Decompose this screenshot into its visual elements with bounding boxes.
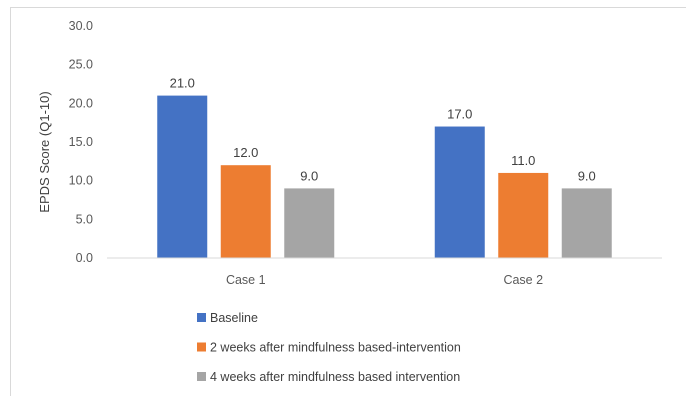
- x-tick-label: Case 2: [503, 273, 543, 287]
- y-tick-label: 5.0: [76, 212, 93, 226]
- bar: [220, 165, 271, 258]
- y-tick-label: 30.0: [69, 19, 93, 33]
- y-tick-label: 20.0: [69, 96, 93, 110]
- bar: [498, 172, 549, 258]
- legend-label: Baseline: [210, 311, 258, 325]
- legend-swatch: [197, 372, 206, 381]
- data-label: 11.0: [511, 153, 535, 168]
- bar: [434, 126, 485, 259]
- bar: [284, 188, 335, 258]
- y-tick-label: 10.0: [69, 174, 93, 188]
- bar: [561, 188, 612, 258]
- y-tick-label: 25.0: [69, 58, 93, 72]
- legend-swatch: [197, 342, 206, 352]
- legend-label: 4 weeks after mindfulness based interven…: [210, 370, 460, 384]
- y-axis-label: EPDS Score (Q1-10): [37, 91, 52, 212]
- y-tick-label: 0.0: [76, 251, 93, 265]
- chart-frame: [10, 7, 686, 396]
- bar: [157, 95, 208, 258]
- data-label: 9.0: [300, 168, 318, 183]
- data-label: 21.0: [170, 76, 195, 91]
- data-label: 9.0: [578, 168, 596, 183]
- y-tick-label: 15.0: [69, 135, 93, 149]
- legend-label: 2 weeks after mindfulness based-interven…: [210, 341, 461, 355]
- data-label: 12.0: [233, 145, 258, 160]
- legend-swatch: [197, 313, 206, 322]
- data-label: 17.0: [447, 107, 472, 122]
- x-tick-label: Case 1: [226, 273, 266, 287]
